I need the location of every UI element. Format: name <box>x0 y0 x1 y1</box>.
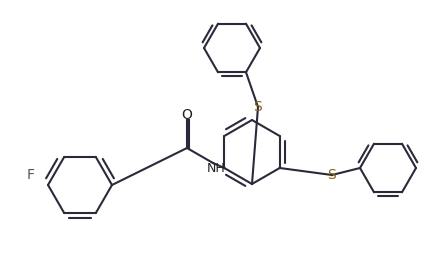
Text: O: O <box>181 108 193 122</box>
Text: F: F <box>27 168 35 182</box>
Text: NH: NH <box>207 161 226 174</box>
Text: S: S <box>254 100 262 114</box>
Text: S: S <box>327 168 336 182</box>
